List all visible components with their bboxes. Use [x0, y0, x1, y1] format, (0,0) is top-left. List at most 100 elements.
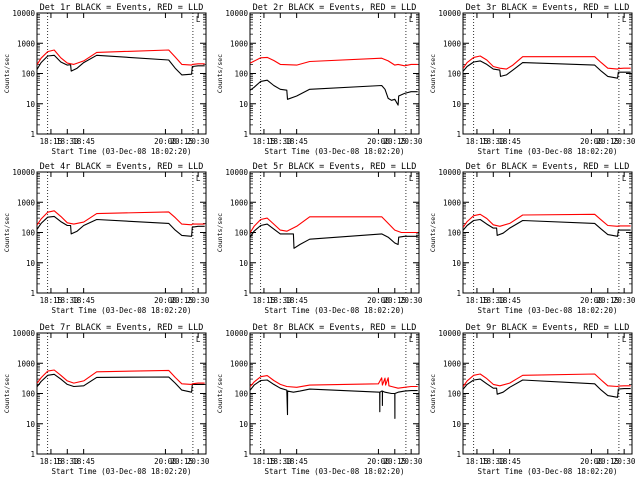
panel-3-ytick-label-10000: 10000	[438, 9, 461, 18]
panel-6-ytick-label-10000: 10000	[438, 168, 461, 177]
panel-3-series-events	[462, 60, 631, 79]
panel-8-marker: L	[409, 335, 414, 344]
panel-8-xlabel: Start Time (03-Dec-08 18:02:20)	[265, 467, 405, 476]
panel-5-xtick-label-4: 20:15	[384, 296, 407, 305]
panel-7-ylabel: Counts/sec	[3, 374, 11, 413]
panel-3-xtick-label-1: 18:30	[482, 137, 505, 146]
panel-5-ytick-label-1: 1	[243, 289, 248, 298]
panel-9-xtick-label-5: 20:30	[613, 457, 636, 466]
panel-4-ytick-label-1000: 1000	[17, 198, 36, 207]
panel-9-ytick-label-1: 1	[456, 450, 461, 459]
panel-6-xtick-label-5: 20:30	[613, 296, 636, 305]
panel-4-ytick-label-100: 100	[21, 229, 35, 238]
panel-2-xtick-label-3: 20:00	[367, 137, 390, 146]
panel-7-xtick-label-5: 20:30	[187, 457, 210, 466]
panel-8-ytick-label-10: 10	[239, 420, 249, 429]
panel-3-xtick-label-3: 20:00	[580, 137, 603, 146]
panel-4: Det 4r BLACK = Events, RED = LLD L 1 10 100 1…	[3, 162, 210, 315]
panel-4-marker: L	[196, 174, 201, 183]
panel-4-series-lld	[36, 210, 205, 226]
panel-6-ylabel: Counts/sec	[429, 213, 437, 252]
panel-7-ytick-label-10: 10	[26, 420, 36, 429]
panel-7-title: Det 7r BLACK = Events, RED = LLD	[40, 323, 204, 333]
panel-2-marker: L	[409, 15, 414, 24]
panel-8-title: Det 8r BLACK = Events, RED = LLD	[253, 323, 417, 333]
panel-6-ytick-label-10: 10	[452, 259, 462, 268]
panel-6-xtick-label-1: 18:30	[482, 296, 505, 305]
panel-3-xtick-label-2: 18:45	[498, 137, 521, 146]
panel-4-frame	[36, 171, 207, 294]
panel-6-frame	[462, 171, 633, 294]
panel-4-xtick-label-5: 20:30	[187, 296, 210, 305]
panel-2-xtick-label-2: 18:45	[285, 137, 308, 146]
panel-5-ytick-label-10000: 10000	[225, 168, 248, 177]
panel-5-xtick-label-5: 20:30	[400, 296, 423, 305]
panel-2-ylabel: Counts/sec	[216, 54, 224, 93]
panel-3-xtick-label-4: 20:15	[597, 137, 620, 146]
panel-3-frame	[462, 12, 633, 135]
panel-8-xtick-label-4: 20:15	[384, 457, 407, 466]
panel-2-ytick-label-100: 100	[234, 70, 248, 79]
panel-9-marker: L	[622, 335, 627, 344]
panel-7-xtick-label-2: 18:45	[72, 457, 95, 466]
panel-5-ytick-label-1000: 1000	[230, 198, 249, 207]
panel-7-xtick-label-3: 20:00	[154, 457, 177, 466]
panel-3-xtick-label-0: 18:15	[466, 137, 489, 146]
panel-6: Det 6r BLACK = Events, RED = LLD L 1 10 100 1…	[429, 162, 636, 315]
panel-9-ytick-label-1000: 1000	[443, 359, 462, 368]
panel-5-xlabel: Start Time (03-Dec-08 18:02:20)	[265, 306, 405, 315]
panel-6-ytick-label-1000: 1000	[443, 198, 462, 207]
panel-2-series-events	[249, 79, 418, 106]
panel-4-ytick-label-10: 10	[26, 259, 36, 268]
panel-8-ylabel: Counts/sec	[216, 374, 224, 413]
panel-9-series-lld	[462, 373, 631, 388]
panel-1: Det 1r BLACK = Events, RED = LLD L 1 10 100 1…	[3, 3, 210, 156]
panel-1-series-events	[36, 54, 205, 76]
panel-8-ytick-label-100: 100	[234, 390, 248, 399]
panel-6-series-lld	[462, 213, 631, 228]
panel-9-xtick-label-4: 20:15	[597, 457, 620, 466]
panel-6-series-events	[462, 218, 631, 237]
panel-1-ytick-label-1: 1	[30, 130, 35, 139]
panel-8: Det 8r BLACK = Events, RED = LLD L 1 10 100 1…	[216, 323, 423, 476]
panel-2-ytick-label-10: 10	[239, 100, 249, 109]
panel-5-marker: L	[409, 174, 414, 183]
panel-2: Det 2r BLACK = Events, RED = LLD L 1 10 100 1…	[216, 3, 423, 156]
panel-7: Det 7r BLACK = Events, RED = LLD L 1 10 100 1…	[3, 323, 210, 476]
panel-7-frame	[36, 332, 207, 455]
panel-9-xtick-label-3: 20:00	[580, 457, 603, 466]
panel-7-xtick-label-1: 18:30	[56, 457, 79, 466]
panel-9-ytick-label-10000: 10000	[438, 329, 461, 338]
panel-6-ytick-label-100: 100	[447, 229, 461, 238]
panel-4-xtick-label-1: 18:30	[56, 296, 79, 305]
panel-1-marker: L	[196, 15, 201, 24]
panel-7-series-lld	[36, 369, 205, 385]
panel-5: Det 5r BLACK = Events, RED = LLD L 1 10 100 1…	[216, 162, 423, 315]
panel-1-title: Det 1r BLACK = Events, RED = LLD	[40, 3, 204, 13]
panel-9: Det 9r BLACK = Events, RED = LLD L 1 10 100 1…	[429, 323, 636, 476]
panel-3-title: Det 3r BLACK = Events, RED = LLD	[466, 3, 630, 13]
panel-2-xtick-label-0: 18:15	[253, 137, 276, 146]
panel-1-series-lld	[36, 49, 205, 66]
panel-1-xtick-label-3: 20:00	[154, 137, 177, 146]
panel-4-xlabel: Start Time (03-Dec-08 18:02:20)	[52, 306, 192, 315]
panel-9-ytick-label-100: 100	[447, 390, 461, 399]
panel-6-xlabel: Start Time (03-Dec-08 18:02:20)	[478, 306, 618, 315]
panel-2-series-lld	[249, 56, 418, 67]
panel-5-series-events	[249, 223, 418, 249]
panel-1-xtick-label-0: 18:15	[40, 137, 63, 146]
panel-8-series-lld	[249, 375, 418, 389]
panel-1-xtick-label-2: 18:45	[72, 137, 95, 146]
panel-4-title: Det 4r BLACK = Events, RED = LLD	[40, 162, 204, 172]
panel-3-ytick-label-100: 100	[447, 70, 461, 79]
panel-2-ytick-label-1000: 1000	[230, 39, 249, 48]
panel-7-ytick-label-100: 100	[21, 390, 35, 399]
panel-3-series-lld	[462, 55, 631, 70]
panel-5-series-lld	[249, 216, 418, 234]
panel-8-series-events	[249, 379, 418, 419]
panel-9-xtick-label-2: 18:45	[498, 457, 521, 466]
panel-5-ytick-label-10: 10	[239, 259, 249, 268]
panel-1-xtick-label-1: 18:30	[56, 137, 79, 146]
panel-3-ylabel: Counts/sec	[429, 54, 437, 93]
panel-3-marker: L	[622, 15, 627, 24]
